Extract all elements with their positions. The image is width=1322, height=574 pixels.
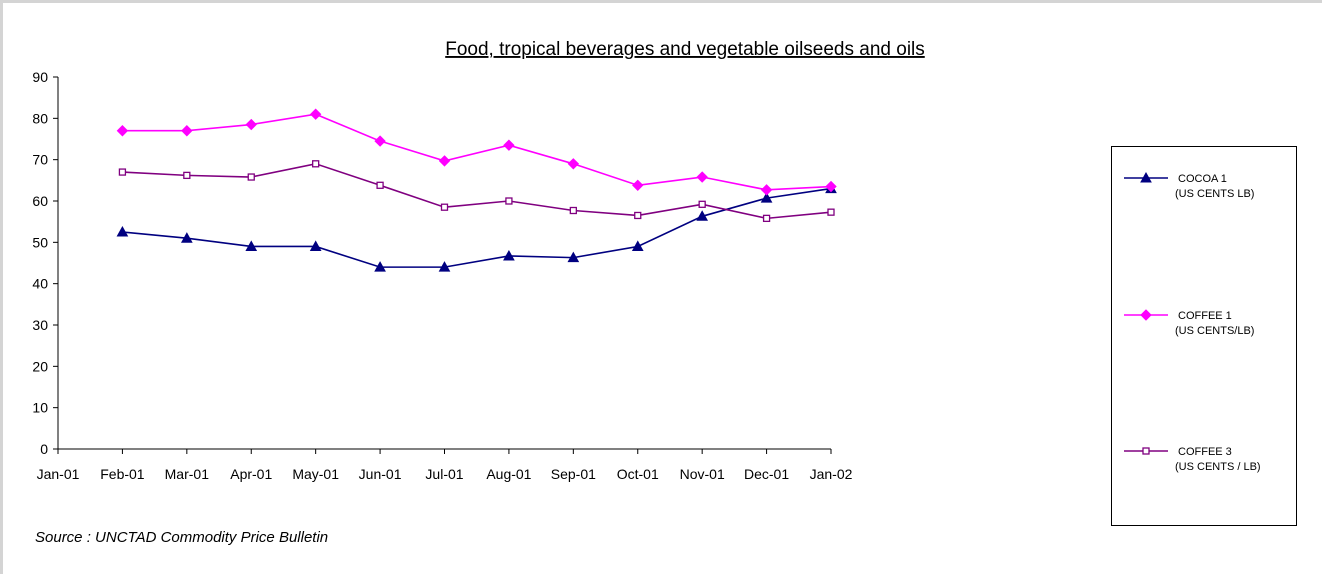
data-point (180, 232, 193, 243)
y-tick-label: 20 (32, 358, 48, 374)
data-point (309, 240, 322, 251)
y-tick-label: 10 (32, 400, 48, 416)
x-tick-label: Apr-01 (230, 466, 272, 482)
data-point (438, 155, 451, 167)
data-point (827, 208, 835, 216)
x-tick-label: Sep-01 (551, 466, 596, 482)
y-tick-label: 50 (32, 234, 48, 250)
data-point (374, 261, 386, 272)
data-point (698, 200, 706, 208)
data-point (760, 192, 773, 203)
data-point (440, 203, 449, 211)
legend-sublabel: (US CENTS LB) (1175, 188, 1254, 200)
data-point (309, 108, 322, 120)
legend-label: COFFEE 1 (1178, 310, 1232, 322)
data-point (438, 261, 451, 272)
data-point (631, 240, 644, 251)
data-point (696, 171, 708, 183)
x-tick-label: Jan-02 (810, 466, 853, 482)
legend-label: COCOA 1 (1178, 173, 1227, 185)
y-tick-label: 40 (32, 276, 48, 292)
y-tick-label: 90 (32, 69, 48, 85)
data-point (825, 180, 837, 193)
data-point (374, 135, 386, 147)
x-tick-label: Aug-01 (486, 466, 531, 482)
data-point (567, 251, 580, 263)
x-tick-label: May-01 (292, 466, 339, 482)
legend-marker (1140, 309, 1152, 321)
data-point (569, 206, 577, 215)
data-point (376, 181, 384, 189)
data-point (503, 249, 515, 261)
series-coffee-1 (116, 108, 837, 196)
data-point (116, 125, 129, 137)
y-tick-label: 30 (32, 317, 48, 333)
legend-box (1111, 146, 1297, 526)
series-layer (116, 108, 837, 272)
y-tick-label: 0 (40, 441, 48, 457)
data-point (760, 184, 773, 196)
legend-marker (1140, 171, 1152, 183)
data-point (245, 240, 258, 251)
data-point (634, 211, 642, 220)
series-line (122, 113, 832, 191)
data-point (116, 225, 129, 237)
x-tick-label: Jan-01 (37, 466, 80, 482)
x-tick-label: Feb-01 (100, 466, 145, 482)
data-point (567, 158, 580, 170)
x-tick-label: Oct-01 (617, 466, 659, 482)
x-tick-label: Jun-01 (359, 466, 402, 482)
legend-sublabel: (US CENTS/LB) (1175, 325, 1254, 337)
source-note: Source : UNCTAD Commodity Price Bulletin (35, 529, 328, 546)
series-cocoa-1 (116, 182, 837, 272)
legend: COCOA 1 (US CENTS LB) COFFEE 1 (US CENTS/LB… (1111, 146, 1297, 526)
y-tick-label: 60 (32, 193, 48, 209)
chart-title: Food, tropical beverages and vegetable o… (445, 39, 925, 60)
data-point (696, 210, 709, 221)
y-tick-label: 80 (32, 110, 48, 126)
data-point (762, 214, 771, 223)
data-point (505, 197, 513, 205)
data-point (247, 173, 255, 181)
data-point (183, 171, 191, 180)
x-tick-label: Nov-01 (680, 466, 725, 482)
data-point (118, 168, 127, 176)
y-tick-label: 70 (32, 152, 48, 168)
legend-label: COFFEE 3 (1178, 446, 1232, 458)
series-coffee-3 (118, 160, 835, 223)
axes: 0 10 20 30 40 50 60 70 80 90 Jan-01 Feb-01 Mar-01 Apr… (32, 69, 852, 482)
series-line (122, 162, 832, 220)
data-point (503, 139, 515, 151)
data-point (312, 160, 320, 168)
legend-marker (1142, 447, 1150, 455)
series-line (122, 187, 832, 268)
data-point (181, 125, 193, 137)
x-tick-label: Dec-01 (744, 466, 789, 482)
x-tick-label: Jul-01 (425, 466, 463, 482)
x-tick-label: Mar-01 (165, 466, 210, 482)
data-point (632, 179, 644, 192)
data-point (245, 118, 257, 131)
legend-sublabel: (US CENTS / LB) (1175, 461, 1261, 473)
